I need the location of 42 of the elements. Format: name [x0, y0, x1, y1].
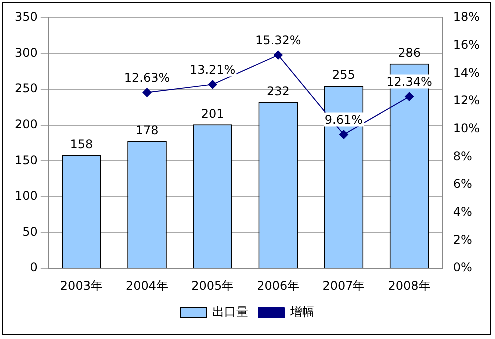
y2-tick-label: 0% [453, 260, 472, 275]
data-label: 232 [266, 84, 290, 99]
point [274, 50, 283, 60]
y-tick-label: 200 [15, 118, 38, 132]
point [208, 80, 218, 90]
data-label: 286 [398, 46, 421, 60]
x-tick-label: 2004年 [126, 278, 169, 293]
y2-tick-label: 14% [453, 66, 480, 80]
y-tick-label: 0 [30, 260, 38, 275]
y-tick-label: 250 [15, 82, 38, 96]
point [339, 130, 348, 140]
data-label: 158 [70, 138, 94, 152]
point [405, 92, 414, 102]
y-tick-label: 350 [15, 10, 38, 24]
legend-label: 增幅 [290, 305, 314, 320]
y2-tick-label: 8% [453, 149, 472, 164]
y-tick-label: 100 [15, 189, 38, 204]
data-label: 9.61% [324, 112, 364, 127]
point [142, 88, 152, 98]
y2-tick-label: 18% [453, 10, 480, 24]
x-tick-label: 2006年 [257, 278, 300, 293]
x-tick-label: 2008年 [388, 278, 431, 293]
y2-tick-label: 10% [453, 122, 480, 136]
data-label: 255 [332, 68, 356, 82]
data-label: 15.32% [256, 33, 302, 48]
y2-tick-label: 6% [453, 177, 472, 192]
y2-tick-label: 4% [453, 205, 472, 220]
y-tick-label: 150 [15, 153, 38, 168]
y-tick-label: 50 [22, 224, 38, 239]
x-tick-label: 2005年 [192, 278, 234, 293]
x-tick-label: 2007年 [322, 278, 366, 293]
y2-tick-label: 16% [453, 38, 480, 52]
y-tick-label: 300 [15, 46, 38, 60]
legend-label: 出口量 [212, 305, 248, 320]
y2-tick-label: 2% [453, 232, 472, 247]
y2-tick-label: 12% [453, 94, 480, 108]
data-label: 12.34% [386, 74, 432, 89]
data-label: 13.21% [190, 62, 236, 77]
data-label: 178 [136, 123, 159, 138]
data-label: 12.63% [124, 70, 170, 85]
data-label: 201 [201, 106, 224, 121]
x-tick-label: 2003年 [60, 278, 103, 293]
